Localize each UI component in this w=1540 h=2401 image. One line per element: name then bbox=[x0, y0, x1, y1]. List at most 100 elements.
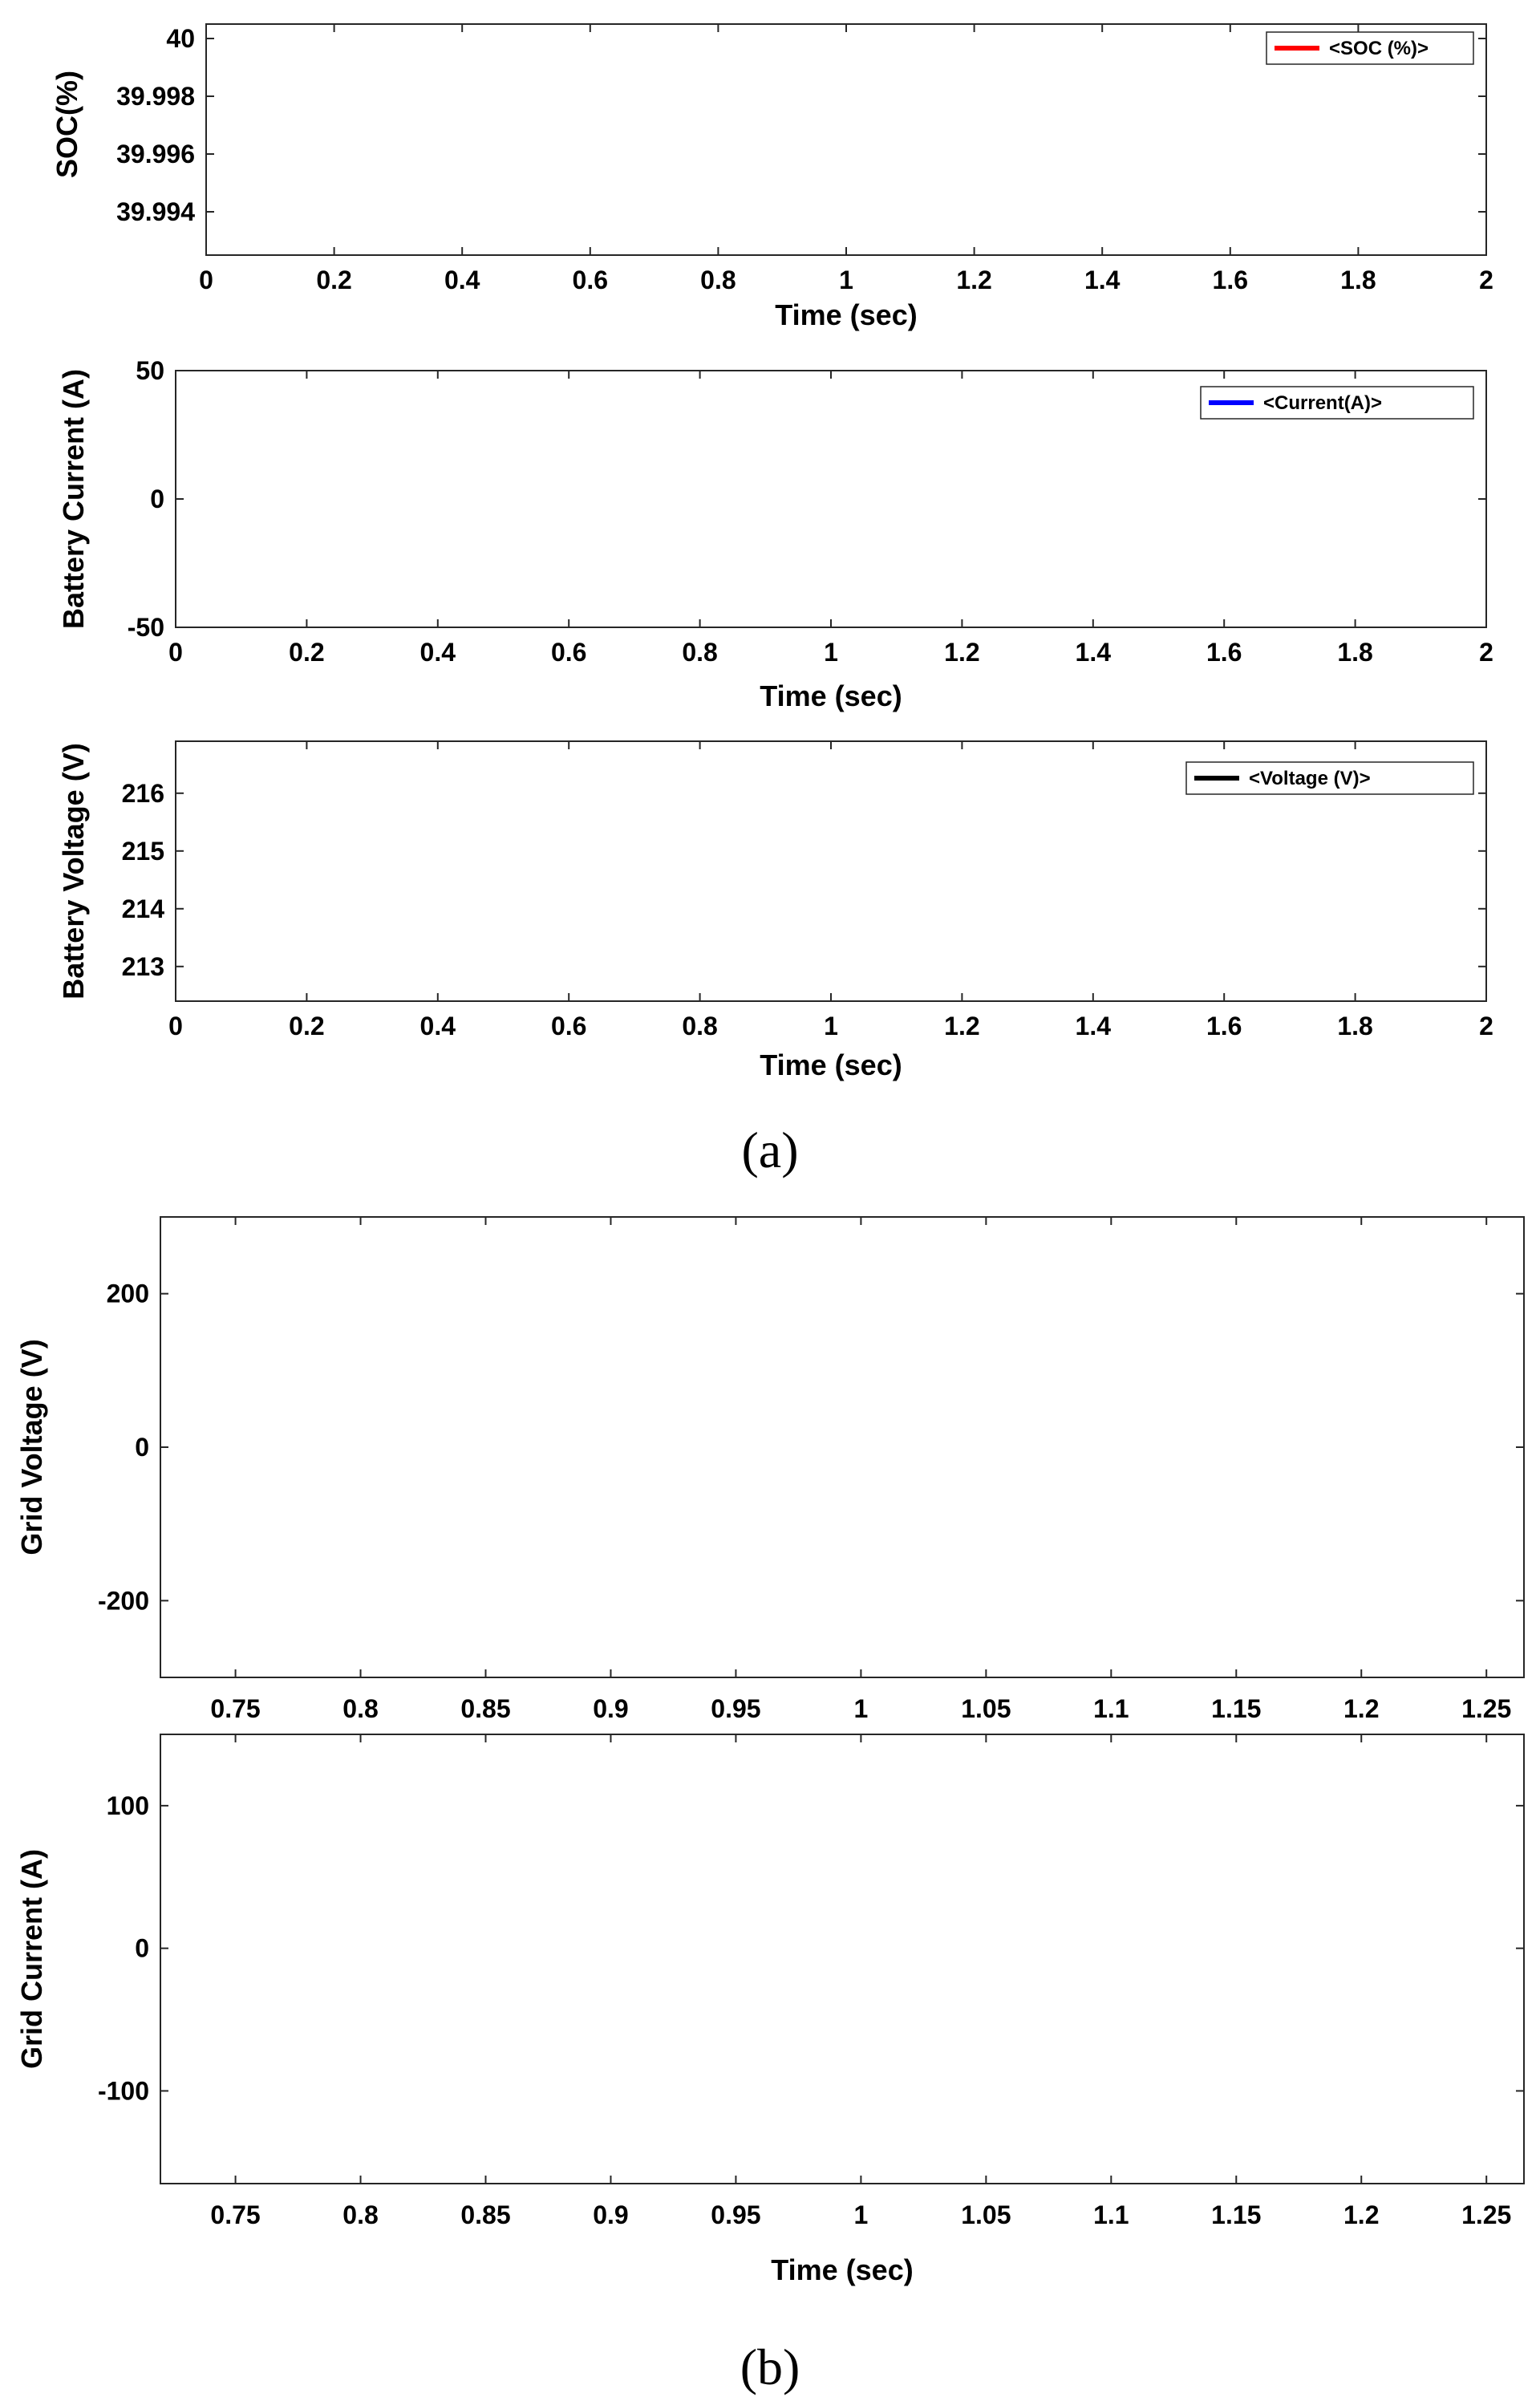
y-tick-label: 0 bbox=[150, 485, 164, 513]
x-tick-label: 0.85 bbox=[460, 2200, 510, 2229]
x-tick-label: 1.2 bbox=[1343, 1694, 1379, 1723]
y-axis-label: Battery Current (A) bbox=[57, 369, 90, 629]
x-tick-label: 1.6 bbox=[1206, 1012, 1242, 1040]
x-tick-label: 0.8 bbox=[700, 266, 736, 294]
x-tick-label: 0.75 bbox=[210, 2200, 260, 2229]
y-tick-label: 40 bbox=[166, 24, 195, 53]
y-tick-label: 39.996 bbox=[116, 140, 195, 168]
y-tick-label: 0 bbox=[135, 1433, 149, 1462]
y-tick-label: -100 bbox=[98, 2076, 149, 2105]
x-tick-label: 1.05 bbox=[961, 1694, 1011, 1723]
axes-frame bbox=[160, 1216, 1525, 1678]
x-tick-label: 1.4 bbox=[1084, 266, 1121, 294]
panel-a: 0 0.2 0.4 0.6 0.8 1 1.2 1.4 1.6 1.8 2 39.994 39.996 3… bbox=[51, 23, 1493, 1081]
x-tick-label: 1.15 bbox=[1211, 2200, 1261, 2229]
y-tick-label: 39.998 bbox=[116, 82, 195, 111]
y-axis-label: Battery Voltage (V) bbox=[57, 743, 90, 999]
x-tick-label: 1.2 bbox=[944, 1012, 979, 1040]
x-tick-label: 0.6 bbox=[573, 266, 608, 294]
x-tick-label: 0.95 bbox=[711, 1694, 760, 1723]
x-tick-label: 1.1 bbox=[1093, 1694, 1129, 1723]
x-tick-label: 1 bbox=[853, 2200, 868, 2229]
x-tick-label: 0.8 bbox=[342, 1694, 378, 1723]
y-tick-label: 100 bbox=[107, 1791, 149, 1820]
x-tick-label: 0.6 bbox=[551, 638, 586, 667]
legend: <Current(A)> bbox=[1200, 386, 1474, 420]
axes-frame bbox=[160, 1734, 1525, 2184]
x-tick-label: 0.9 bbox=[593, 2200, 628, 2229]
x-tick-label: 0.95 bbox=[711, 2200, 760, 2229]
y-tick-label: 216 bbox=[122, 779, 164, 808]
panel-label-a: (a) bbox=[741, 1121, 798, 1178]
x-tick-label: 1.2 bbox=[956, 266, 991, 294]
x-tick-label: 1 bbox=[824, 1012, 838, 1040]
x-tick-label: 0.9 bbox=[593, 1694, 628, 1723]
chart-grid-voltage: 0.75 0.8 0.85 0.9 0.95 1 1.05 1.1 1.15 1.2 1.25 -20… bbox=[15, 1216, 1525, 1723]
legend: <Voltage (V)> bbox=[1185, 761, 1474, 795]
x-tick-label: 2 bbox=[1479, 638, 1493, 667]
x-tick-label: 1.4 bbox=[1076, 638, 1112, 667]
x-tick-label: 1.1 bbox=[1093, 2200, 1129, 2229]
x-tick-label: 1.2 bbox=[944, 638, 979, 667]
chart-soc: 0 0.2 0.4 0.6 0.8 1 1.2 1.4 1.6 1.8 2 39.994 39.996 3… bbox=[51, 23, 1493, 331]
x-axis-label: Time (sec) bbox=[771, 2253, 913, 2286]
x-tick-label: 1.05 bbox=[961, 2200, 1011, 2229]
x-tick-label: 0.8 bbox=[682, 638, 717, 667]
y-tick-label: 200 bbox=[107, 1280, 149, 1308]
x-axis-label: Time (sec) bbox=[760, 679, 902, 712]
x-tick-label: 0.4 bbox=[444, 266, 480, 294]
x-tick-label: 0.6 bbox=[551, 1012, 586, 1040]
x-tick-label: 2 bbox=[1479, 266, 1493, 294]
legend-label: <Current(A)> bbox=[1263, 392, 1382, 414]
x-tick-label: 1.6 bbox=[1206, 638, 1242, 667]
y-axis-label: Grid Current (A) bbox=[15, 1849, 48, 2069]
chart-battery-voltage: 0 0.2 0.4 0.6 0.8 1 1.2 1.4 1.6 1.8 2 213 214 215 216 T… bbox=[57, 740, 1493, 1081]
y-tick-label: 0 bbox=[135, 1934, 149, 1963]
y-axis-label: Grid Voltage (V) bbox=[15, 1339, 48, 1555]
x-tick-label: 1.4 bbox=[1076, 1012, 1112, 1040]
y-tick-label: 215 bbox=[122, 837, 164, 866]
legend-label: <SOC (%)> bbox=[1329, 38, 1429, 59]
x-tick-label: 1 bbox=[839, 266, 853, 294]
y-tick-label: 50 bbox=[136, 356, 164, 385]
x-tick-label: 0.2 bbox=[289, 1012, 324, 1040]
y-tick-label: 214 bbox=[122, 894, 165, 923]
x-tick-label: 1 bbox=[824, 638, 838, 667]
x-tick-label: 1.25 bbox=[1461, 1694, 1511, 1723]
x-tick-label: 1.8 bbox=[1337, 1012, 1372, 1040]
panel-label-b: (b) bbox=[740, 2338, 800, 2395]
x-tick-label: 0.2 bbox=[289, 638, 324, 667]
x-tick-label: 0.2 bbox=[316, 266, 351, 294]
y-tick-label: 39.994 bbox=[116, 197, 195, 226]
x-tick-label: 1.6 bbox=[1213, 266, 1248, 294]
x-tick-label: 0.85 bbox=[460, 1694, 510, 1723]
y-axis-label: SOC(%) bbox=[51, 71, 83, 178]
legend: <SOC (%)> bbox=[1266, 31, 1474, 65]
x-tick-label: 0 bbox=[199, 266, 213, 294]
x-tick-label: 1.8 bbox=[1337, 638, 1372, 667]
y-tick-label: -50 bbox=[128, 613, 164, 642]
chart-grid-current: 0.75 0.8 0.85 0.9 0.95 1 1.05 1.1 1.15 1.2 1.25 -10… bbox=[15, 1734, 1525, 2286]
x-tick-label: 1.2 bbox=[1343, 2200, 1379, 2229]
x-tick-label: 2 bbox=[1479, 1012, 1493, 1040]
x-tick-label: 1.25 bbox=[1461, 2200, 1511, 2229]
x-axis-label: Time (sec) bbox=[760, 1048, 902, 1081]
y-tick-label: -200 bbox=[98, 1586, 149, 1615]
x-tick-label: 0.4 bbox=[420, 1012, 456, 1040]
panel-b: 0.75 0.8 0.85 0.9 0.95 1 1.05 1.1 1.15 1.2 1.25 -20… bbox=[15, 1216, 1525, 2286]
legend-label: <Voltage (V)> bbox=[1249, 768, 1371, 789]
x-axis-label: Time (sec) bbox=[775, 298, 917, 331]
x-tick-label: 0.8 bbox=[342, 2200, 378, 2229]
x-tick-label: 0.8 bbox=[682, 1012, 717, 1040]
x-tick-label: 0.75 bbox=[210, 1694, 260, 1723]
x-tick-label: 0 bbox=[168, 1012, 183, 1040]
x-tick-label: 0 bbox=[168, 638, 183, 667]
x-tick-label: 1.8 bbox=[1340, 266, 1376, 294]
y-tick-label: 213 bbox=[122, 952, 164, 981]
x-tick-label: 1 bbox=[853, 1694, 868, 1723]
x-tick-label: 1.15 bbox=[1211, 1694, 1261, 1723]
x-tick-label: 0.4 bbox=[420, 638, 456, 667]
